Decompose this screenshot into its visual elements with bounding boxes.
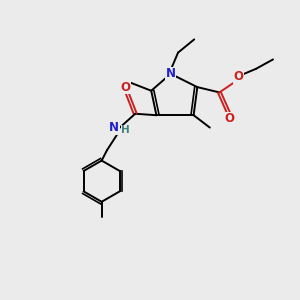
- Text: O: O: [233, 70, 244, 83]
- Text: H: H: [122, 125, 130, 135]
- Text: O: O: [224, 112, 234, 125]
- Text: O: O: [120, 81, 130, 94]
- Text: N: N: [109, 121, 119, 134]
- Text: N: N: [166, 67, 176, 80]
